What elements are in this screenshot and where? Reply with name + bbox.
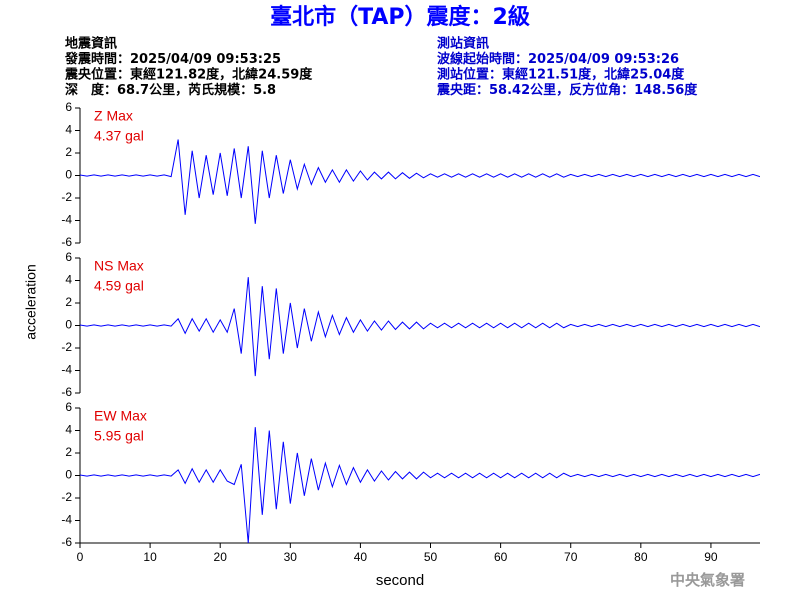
- y-tick-label: 0: [65, 168, 72, 182]
- x-tick-label: 10: [143, 550, 157, 564]
- x-tick-label: 20: [214, 550, 228, 564]
- y-tick-label: 4: [65, 273, 72, 287]
- trace-name: EW Max: [94, 408, 147, 424]
- trace-name: NS Max: [94, 258, 144, 274]
- info-right-line: 波線起始時間：2025/04/09 09:53:26: [437, 51, 679, 67]
- y-tick-label: -4: [61, 363, 72, 377]
- y-tick-label: 4: [65, 423, 72, 437]
- y-tick-label: 2: [65, 445, 72, 459]
- info-right-line: 測站位置：東經121.51度，北緯25.04度: [437, 67, 685, 83]
- y-tick-label: -2: [61, 190, 72, 204]
- x-tick-label: 40: [354, 550, 368, 564]
- y-tick-label: 6: [65, 400, 72, 414]
- y-tick-label: 2: [65, 295, 72, 309]
- x-tick-label: 80: [634, 550, 648, 564]
- y-tick-label: -6: [61, 385, 72, 399]
- y-tick-label: -6: [61, 535, 72, 549]
- y-tick-label: -4: [61, 513, 72, 527]
- y-tick-label: -2: [61, 340, 72, 354]
- x-tick-label: 70: [564, 550, 578, 564]
- y-axis-label: acceleration: [23, 264, 39, 340]
- trace-name: Z Max: [94, 108, 133, 124]
- y-tick-label: -4: [61, 213, 72, 227]
- waveform: [80, 427, 760, 543]
- y-tick-label: 0: [65, 468, 72, 482]
- x-tick-label: 0: [77, 550, 84, 564]
- x-tick-label: 90: [704, 550, 718, 564]
- x-tick-label: 50: [424, 550, 438, 564]
- info-left-line: 深 度：68.7公里，芮氏規模：5.8: [65, 82, 276, 98]
- waveform: [80, 139, 760, 224]
- waveform: [80, 277, 760, 377]
- y-tick-label: -6: [61, 235, 72, 249]
- y-tick-label: 2: [65, 145, 72, 159]
- x-axis-label: second: [376, 572, 424, 589]
- x-tick-label: 60: [494, 550, 508, 564]
- info-left-line: 發震時間：2025/04/09 09:53:25: [64, 51, 281, 67]
- info-left-line: 地震資訊: [65, 36, 117, 52]
- info-right-line: 震央距：58.42公里，反方位角：148.56度: [436, 82, 698, 98]
- y-tick-label: -2: [61, 490, 72, 504]
- info-left-line: 震央位置：東經121.82度，北緯24.59度: [64, 67, 313, 83]
- page-title: 臺北市（TAP）震度：2級: [270, 4, 530, 30]
- watermark: 中央氣象署: [670, 571, 745, 589]
- x-tick-label: 30: [284, 550, 298, 564]
- y-tick-label: 0: [65, 318, 72, 332]
- peak-annotation: 5.95 gal: [94, 428, 144, 444]
- y-tick-label: 6: [65, 250, 72, 264]
- y-tick-label: 4: [65, 123, 72, 137]
- y-tick-label: 6: [65, 100, 72, 114]
- peak-annotation: 4.59 gal: [94, 278, 144, 294]
- info-right-line: 測站資訊: [437, 36, 489, 52]
- peak-annotation: 4.37 gal: [94, 128, 144, 144]
